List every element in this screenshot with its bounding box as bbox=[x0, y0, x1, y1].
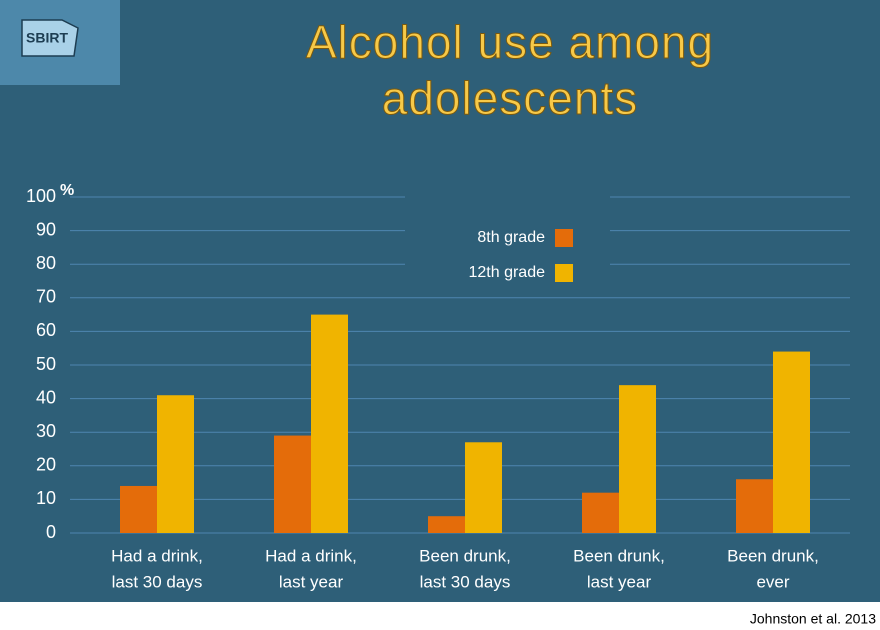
x-tick-label: Had a drink, bbox=[111, 546, 203, 565]
legend-swatch bbox=[555, 229, 573, 247]
y-tick-label: 60 bbox=[36, 320, 56, 340]
legend-label: 8th grade bbox=[477, 229, 545, 246]
bar bbox=[582, 492, 619, 533]
bar bbox=[428, 516, 465, 533]
bar bbox=[120, 485, 157, 533]
x-tick-label: Been drunk, bbox=[573, 546, 665, 565]
bar bbox=[274, 435, 311, 533]
legend-label: 12th grade bbox=[468, 264, 545, 281]
bar bbox=[465, 442, 502, 533]
y-tick-label: 0 bbox=[46, 522, 56, 542]
y-tick-label: 100 bbox=[26, 186, 56, 206]
logo-shape bbox=[21, 19, 79, 57]
bar bbox=[619, 385, 656, 533]
bar bbox=[157, 395, 194, 533]
chart-title: Alcohol use among adolescents bbox=[305, 16, 715, 125]
y-tick-label: 30 bbox=[36, 421, 56, 441]
x-tick-label: last 30 days bbox=[420, 572, 511, 591]
y-tick-label: 80 bbox=[36, 253, 56, 273]
x-tick-label: Had a drink, bbox=[265, 546, 357, 565]
x-tick-label: Been drunk, bbox=[727, 546, 819, 565]
legend-bg bbox=[405, 190, 610, 295]
y-tick-label: 40 bbox=[36, 387, 56, 407]
footer bbox=[0, 602, 880, 630]
x-tick-label: last year bbox=[279, 572, 344, 591]
bar bbox=[736, 479, 773, 533]
x-tick-label: ever bbox=[756, 572, 789, 591]
y-tick-label: 50 bbox=[36, 354, 56, 374]
bar bbox=[311, 314, 348, 533]
y-tick-label: 70 bbox=[36, 287, 56, 307]
x-tick-label: last 30 days bbox=[112, 572, 203, 591]
source: Johnston et al. 2013 bbox=[750, 611, 876, 627]
y-unit: % bbox=[60, 182, 74, 199]
plot: 0 10 20 30 40 50 60 70 80 90 100 % 8th grade 12th gra… bbox=[26, 182, 850, 591]
y-tick-label: 20 bbox=[36, 455, 56, 475]
y-tick-label: 90 bbox=[36, 219, 56, 239]
x-tick-label: last year bbox=[587, 572, 652, 591]
logo-text: SBIRT bbox=[26, 30, 68, 46]
y-tick-label: 10 bbox=[36, 488, 56, 508]
x-tick-label: Been drunk, bbox=[419, 546, 511, 565]
bar bbox=[773, 351, 810, 533]
legend-swatch bbox=[555, 264, 573, 282]
